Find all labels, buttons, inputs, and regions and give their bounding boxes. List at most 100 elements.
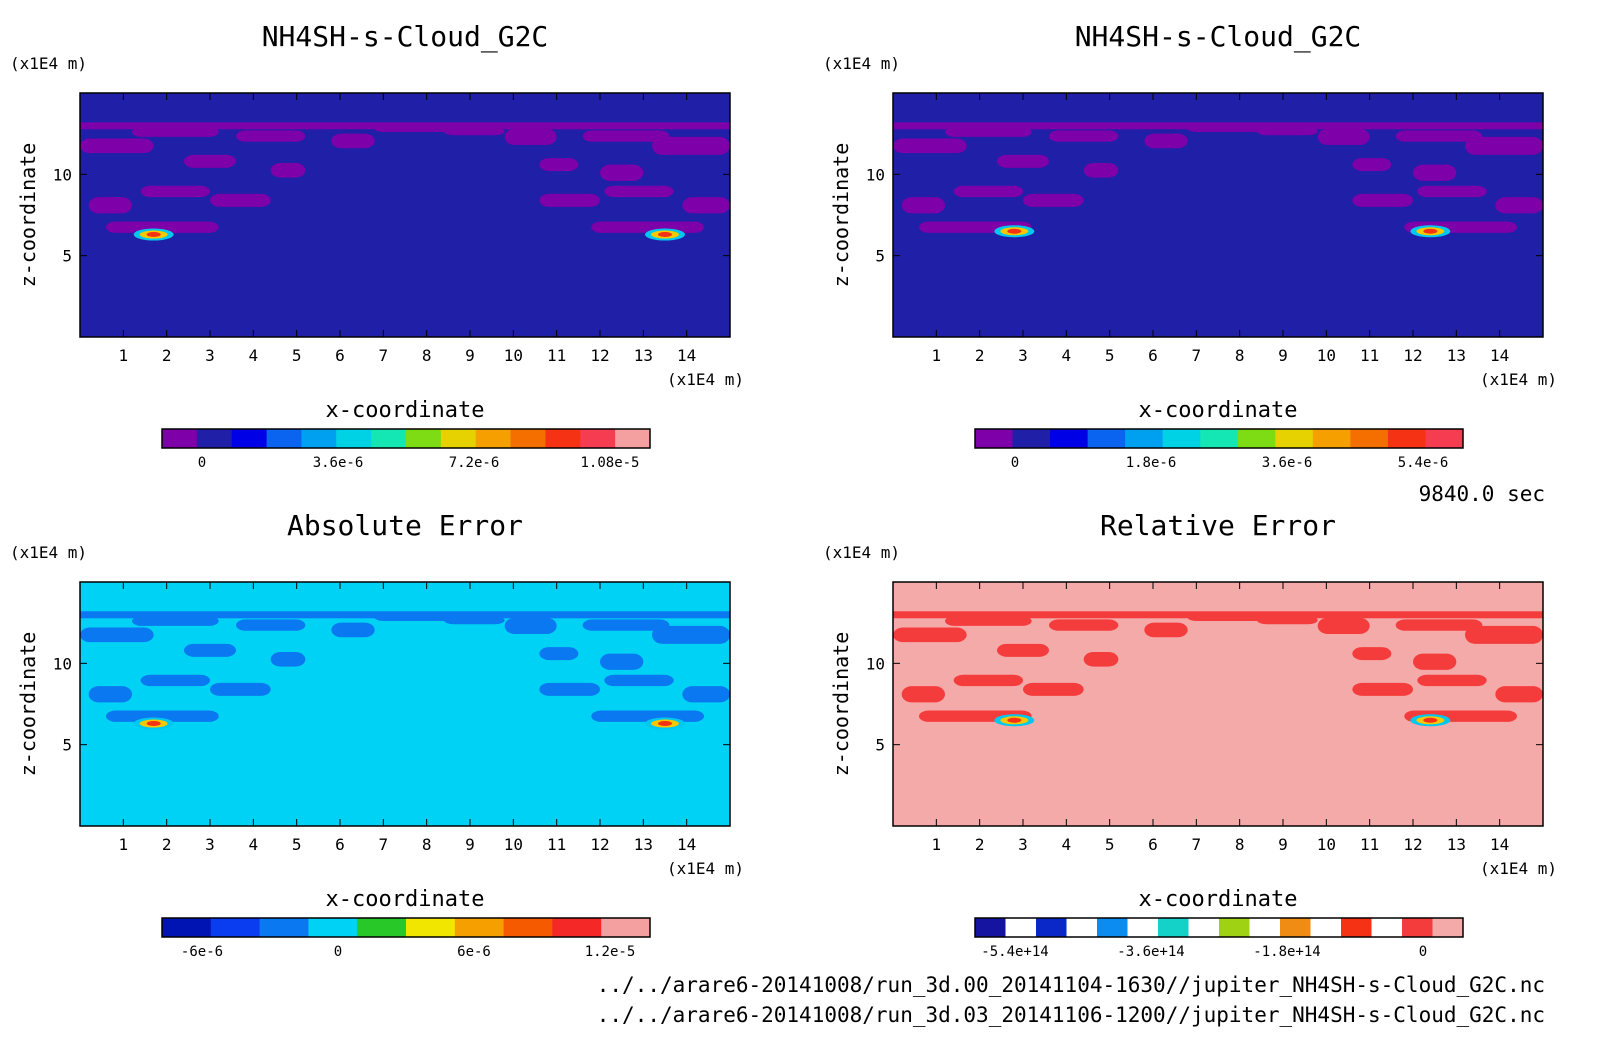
chart-panel-4: Relative Error (x1E4 m) (x1E4 m) z-coordina… (823, 509, 1557, 960)
colorbar-segment (1341, 918, 1372, 937)
colorbar-segment (1310, 918, 1342, 937)
colorbar-segment (1158, 918, 1189, 937)
x-tick-label: 6 (1148, 835, 1158, 854)
x-tick-label: 14 (1490, 346, 1509, 365)
cloud-patch (997, 154, 1049, 168)
colorbar-segment (1387, 429, 1426, 448)
heatmap-field (893, 93, 1543, 337)
cloud-patch (374, 125, 453, 133)
colorbar-segment (1249, 918, 1281, 937)
y-unit-label: (x1E4 m) (823, 54, 900, 73)
colorbar-tick-label: -5.4e+14 (981, 944, 1048, 960)
colorbar-segment (1127, 918, 1159, 937)
colorbar-segment (308, 918, 358, 937)
colorbar-segment (371, 429, 407, 448)
colorbar-segment (615, 429, 651, 448)
cloud-patch (604, 185, 674, 198)
colorbar-segment (336, 429, 372, 448)
cloud-patch (1352, 158, 1392, 172)
colorbar-segment (357, 918, 407, 937)
x-tick-label: 7 (379, 346, 389, 365)
x-tick-label: 11 (547, 835, 566, 854)
colorbar-segment (406, 429, 442, 448)
cloud-patch (1317, 128, 1370, 146)
x-tick-label: 6 (1148, 346, 1158, 365)
y-tick-label: 5 (875, 736, 885, 755)
colorbar-segment (1012, 429, 1051, 448)
plot-frame (79, 581, 731, 827)
colorbar-segment (162, 918, 212, 937)
cloud-patch (88, 686, 132, 703)
cloud-patch (1023, 193, 1084, 207)
colorbar-segment (266, 429, 302, 448)
cloud-patch (1413, 164, 1457, 181)
cloud-patch (1144, 622, 1188, 638)
y-tick-label: 10 (866, 165, 885, 184)
colorbar-tick-label: 1.2e-5 (585, 944, 636, 960)
cloud-patch (444, 127, 505, 136)
colorbar-segment (503, 918, 553, 937)
x-unit-label: (x1E4 m) (667, 859, 744, 878)
colorbar-segment (552, 918, 602, 937)
x-tick-label: 3 (1018, 346, 1028, 365)
x-tick-label: 5 (292, 835, 302, 854)
y-tick-label: 10 (53, 165, 72, 184)
colorbar-tick-label: 0 (334, 944, 342, 960)
cloud-patch (236, 619, 306, 631)
colorbar-tick-label: 3.6e-6 (1262, 455, 1313, 471)
heatmap-field (893, 582, 1543, 826)
cloud-patch (1395, 619, 1483, 631)
x-axis-label: x-coordinate (1139, 887, 1298, 912)
x-axis-label: x-coordinate (326, 887, 485, 912)
colorbar-segment (545, 429, 581, 448)
x-axis-label: x-coordinate (1139, 398, 1298, 423)
plot-frame (892, 581, 1544, 827)
colorbar-tick-label: 6e-6 (457, 944, 491, 960)
colorbar-segment (440, 429, 477, 448)
cloud-patch (504, 617, 557, 635)
y-tick-label: 5 (62, 247, 72, 266)
x-tick-label: 8 (1235, 835, 1245, 854)
cloud-patch (1465, 625, 1543, 644)
cloud-patch (236, 130, 306, 142)
x-tick-label: 8 (1235, 346, 1245, 365)
colorbar-segment (1005, 918, 1037, 937)
cloud-patch (1083, 651, 1119, 667)
x-tick-label: 3 (1018, 835, 1028, 854)
hotspot-core (1007, 717, 1022, 723)
colorbar-segment (162, 429, 198, 448)
hotspot-core (1423, 228, 1438, 234)
x-unit-label: (x1E4 m) (1480, 859, 1557, 878)
colorbar-tick-label: 0 (1011, 455, 1019, 471)
colorbar-tick-label: 1.8e-6 (1126, 455, 1177, 471)
cloud-patch (210, 193, 271, 207)
cloud-patch (1144, 133, 1188, 149)
cloud-patch (1465, 136, 1543, 155)
x-tick-label: 4 (1062, 835, 1072, 854)
cloud-patch (270, 162, 306, 178)
cloud-patch (893, 138, 967, 154)
colorbar-segment (1237, 429, 1276, 448)
x-tick-label: 3 (205, 835, 215, 854)
x-unit-label: (x1E4 m) (1480, 370, 1557, 389)
chart-title: NH4SH-s-Cloud_G2C (262, 20, 549, 54)
cloud-patch (132, 127, 219, 137)
cloud-patch (582, 619, 670, 631)
x-tick-label: 7 (1192, 346, 1202, 365)
colorbar-segment (454, 918, 505, 937)
x-tick-label: 13 (634, 346, 653, 365)
cloud-patch (945, 127, 1032, 137)
colorbar-segment (406, 918, 456, 937)
hotspot-core (658, 232, 672, 238)
cloud-patch (682, 686, 730, 703)
cloud-patch (652, 136, 730, 155)
x-tick-label: 12 (590, 835, 609, 854)
x-tick-label: 1 (932, 835, 942, 854)
colorbar-segment (580, 429, 616, 448)
x-tick-label: 14 (1490, 835, 1509, 854)
cloud-patch (504, 128, 557, 146)
cloud-patch (140, 185, 210, 198)
cloud-patch (1413, 653, 1457, 670)
y-unit-label: (x1E4 m) (10, 54, 87, 73)
